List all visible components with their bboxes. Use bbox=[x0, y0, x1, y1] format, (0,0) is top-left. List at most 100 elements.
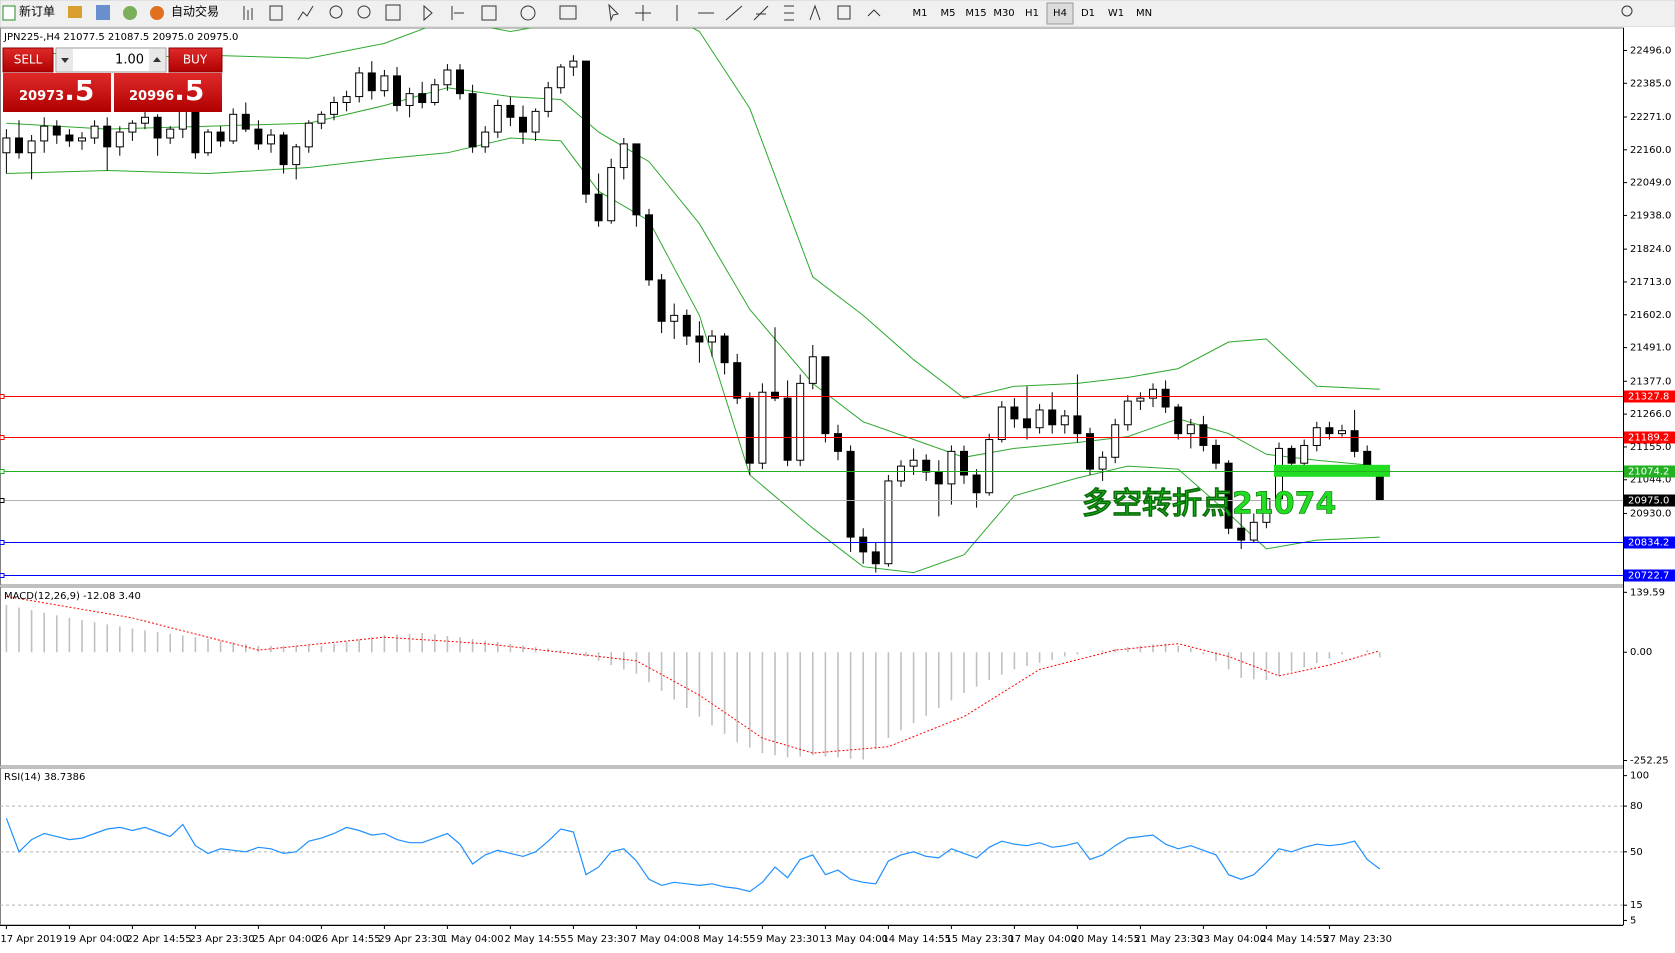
new-order-icon[interactable] bbox=[2, 5, 16, 21]
time-label: 23 May 04:00 bbox=[1197, 934, 1266, 945]
line-handle[interactable] bbox=[0, 498, 5, 503]
shift-icon[interactable] bbox=[451, 6, 464, 20]
y-tick-label: -252.25 bbox=[1630, 756, 1669, 767]
buy-price[interactable]: 20996.5 bbox=[129, 74, 204, 107]
candle-body bbox=[1098, 456, 1107, 470]
candle-body bbox=[1212, 444, 1220, 464]
timeframe-button[interactable]: H4 bbox=[1053, 8, 1067, 19]
panel-title: JPN225-,H4 21077.5 21087.5 20975.0 20975… bbox=[3, 32, 238, 43]
y-tick-label: 21938.0 bbox=[1630, 210, 1671, 221]
y-tick-label: 22271.0 bbox=[1630, 112, 1671, 123]
price-label-bg bbox=[1624, 569, 1675, 582]
buy-price-box[interactable] bbox=[114, 73, 222, 112]
time-label: 1 May 04:00 bbox=[441, 934, 503, 945]
text-icon[interactable] bbox=[809, 4, 821, 21]
candle-body bbox=[1123, 400, 1132, 426]
timeframe-button[interactable]: M15 bbox=[965, 8, 986, 19]
line-handle[interactable] bbox=[0, 573, 5, 578]
candle-body bbox=[758, 391, 767, 464]
new-order-button[interactable]: 新订单 bbox=[19, 4, 55, 19]
candle-body bbox=[997, 406, 1006, 441]
bar-chart-icon[interactable] bbox=[243, 6, 253, 20]
icon[interactable] bbox=[96, 5, 110, 20]
label-icon[interactable] bbox=[837, 5, 851, 20]
candle-body bbox=[783, 397, 792, 461]
sell-price-box[interactable] bbox=[3, 73, 111, 112]
candle-icon[interactable] bbox=[269, 5, 283, 21]
trendline-icon[interactable] bbox=[725, 5, 743, 21]
candle-body bbox=[1161, 388, 1170, 408]
timeframe-button[interactable]: W1 bbox=[1108, 8, 1124, 19]
candle-body bbox=[380, 75, 389, 92]
tile-icon[interactable] bbox=[385, 4, 401, 21]
annotation-text[interactable]: 多空转折点21074 bbox=[1082, 486, 1337, 522]
fibo-icon[interactable] bbox=[784, 5, 794, 21]
time-label: 29 Apr 23:30 bbox=[378, 934, 443, 945]
line-handle[interactable] bbox=[0, 469, 5, 474]
trade-panel: SELL 1.00 BUY 20973.5 20996.5 bbox=[2, 47, 223, 112]
zoom-out-icon[interactable] bbox=[357, 5, 371, 19]
candle-body bbox=[1199, 424, 1208, 446]
rsi-line bbox=[5, 818, 1381, 893]
line-handle[interactable] bbox=[0, 394, 5, 399]
candle-body bbox=[90, 125, 99, 139]
search-icon[interactable] bbox=[1621, 5, 1633, 17]
candle-body bbox=[178, 110, 187, 130]
timeframe-active[interactable] bbox=[1046, 2, 1074, 25]
price-label-bg bbox=[1624, 390, 1675, 403]
time-label: 9 May 23:30 bbox=[756, 934, 818, 945]
candle-body bbox=[519, 116, 527, 133]
candle-body bbox=[40, 125, 49, 142]
candle-body bbox=[317, 113, 326, 124]
auto-trading-button[interactable]: 自动交易 bbox=[171, 4, 219, 19]
timeframe-button[interactable]: M1 bbox=[913, 8, 928, 19]
line-handle[interactable] bbox=[0, 435, 5, 440]
candle-body bbox=[506, 104, 515, 118]
candle-body bbox=[1174, 406, 1183, 435]
timeframe-button[interactable]: M5 bbox=[941, 8, 956, 19]
timeframe-button[interactable]: H1 bbox=[1025, 8, 1039, 19]
buy-button[interactable] bbox=[168, 47, 223, 73]
cursor-icon[interactable] bbox=[608, 3, 620, 22]
candle-body bbox=[1060, 415, 1069, 426]
template-icon[interactable] bbox=[559, 5, 577, 20]
auto-trading-icon[interactable] bbox=[150, 6, 164, 20]
icon[interactable] bbox=[68, 6, 82, 18]
time-label: 2 May 14:55 bbox=[504, 934, 566, 945]
channel-icon[interactable] bbox=[753, 5, 769, 21]
timeframe-button[interactable]: MN bbox=[1136, 8, 1152, 19]
lot-box[interactable] bbox=[55, 47, 167, 73]
time-label: 14 May 14:55 bbox=[882, 934, 951, 945]
down-arrow bbox=[61, 58, 69, 63]
icon[interactable] bbox=[123, 6, 137, 20]
y-tick-label: 21044.0 bbox=[1630, 475, 1671, 486]
annotation-bar[interactable] bbox=[1274, 464, 1390, 477]
time-label: 23 Apr 23:30 bbox=[189, 934, 254, 945]
line-icon[interactable] bbox=[297, 5, 314, 21]
zoom-in-icon[interactable] bbox=[329, 5, 343, 19]
time-label: 13 May 04:00 bbox=[819, 934, 888, 945]
sell-label[interactable]: SELL bbox=[14, 53, 43, 67]
sell-price[interactable]: 20973.5 bbox=[19, 74, 94, 107]
y-tick-label: 50 bbox=[1630, 847, 1643, 858]
candle-body bbox=[1249, 521, 1258, 541]
period-icon[interactable] bbox=[520, 5, 536, 21]
candle-body bbox=[367, 72, 376, 92]
y-tick-label: 22049.0 bbox=[1630, 178, 1671, 189]
timeframe-button[interactable]: M30 bbox=[993, 8, 1014, 19]
y-tick-label: 21491.0 bbox=[1630, 343, 1671, 354]
buy-price-frac: .5 bbox=[174, 74, 204, 107]
crosshair-icon[interactable] bbox=[635, 5, 651, 21]
lot-value[interactable]: 1.00 bbox=[115, 53, 144, 68]
y-tick-label: 15 bbox=[1630, 900, 1643, 911]
buy-label[interactable]: BUY bbox=[183, 53, 208, 67]
sell-button[interactable] bbox=[2, 47, 54, 73]
candle-body bbox=[607, 167, 616, 222]
arrows-icon[interactable] bbox=[867, 9, 881, 17]
timeframe-button[interactable]: D1 bbox=[1081, 8, 1095, 19]
autoscroll-icon[interactable] bbox=[423, 4, 433, 22]
line-handle[interactable] bbox=[0, 540, 5, 545]
up-arrow bbox=[153, 57, 161, 62]
indicators-icon[interactable] bbox=[481, 5, 497, 21]
candle-body bbox=[960, 450, 968, 476]
